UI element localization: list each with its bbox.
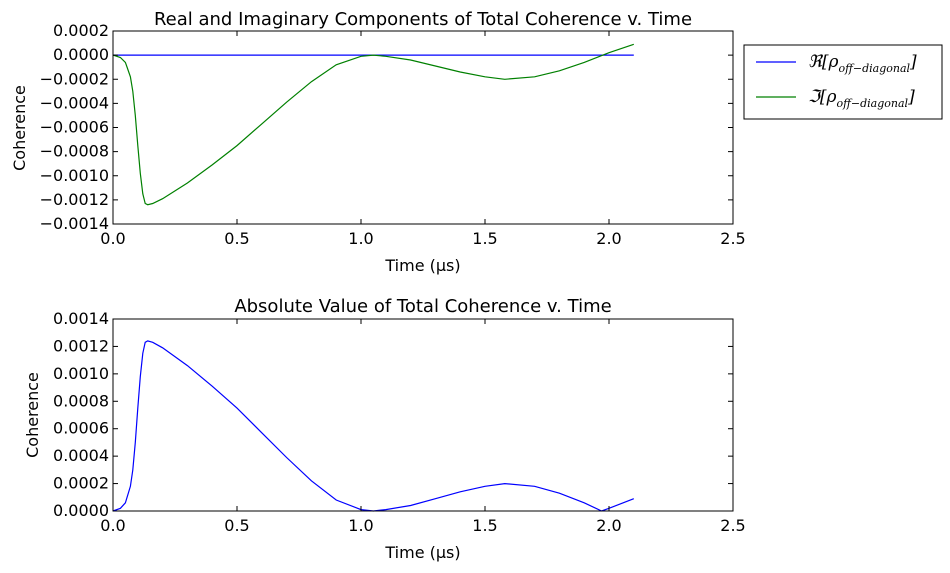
top-y-tick-label: 0.0000 — [53, 45, 109, 64]
bottom-chart-title: Absolute Value of Total Coherence v. Tim… — [234, 296, 611, 317]
bottom-series-line-0 — [112, 340, 635, 512]
top-x-tick-label: 2.5 — [720, 229, 745, 248]
top-y-tick-label: 0.0002 — [53, 21, 109, 40]
top-x-axis-label: Time (μs) — [384, 256, 460, 275]
bottom-x-axis-label: Time (μs) — [384, 543, 460, 562]
top-y-tick-label: −0.0006 — [40, 118, 109, 137]
legend: ℜ[ρoff−diagonal] ℑ[ρoff−diagonal] — [743, 44, 943, 120]
top-x-tick-label: 1.0 — [348, 229, 373, 248]
top-x-tick-label: 0.0 — [100, 229, 125, 248]
bottom-y-tick-label: 0.0008 — [53, 391, 109, 410]
bottom-ticks-group: 0.0 0.5 1.0 1.5 2.0 2.5 0.0000 0.0002 0.0004 0.00… — [53, 309, 746, 535]
bottom-y-tick-label: 0.0002 — [53, 474, 109, 493]
bottom-y-axis-label: Coherence — [23, 372, 42, 458]
bottom-x-tick-label: 2.5 — [720, 516, 745, 535]
bottom-series-group — [112, 340, 635, 512]
legend-real-label: ℜ[ρoff−diagonal] — [808, 52, 917, 75]
top-x-tick-label: 0.5 — [224, 229, 249, 248]
top-y-tick-label: −0.0008 — [40, 142, 109, 161]
top-y-tick-label: −0.0010 — [40, 166, 109, 185]
bottom-x-tick-label: 0.5 — [224, 516, 249, 535]
top-y-tick-label: −0.0004 — [40, 93, 109, 112]
top-x-tick-label: 2.0 — [596, 229, 621, 248]
top-plot-frame — [112, 30, 734, 225]
top-y-tick-label: −0.0014 — [40, 214, 109, 233]
bottom-x-tick-label: 1.5 — [472, 516, 497, 535]
bottom-x-tick-label: 2.0 — [596, 516, 621, 535]
bottom-y-tick-label: 0.0000 — [53, 501, 109, 520]
top-series-line-1 — [112, 43, 634, 206]
bottom-subplot: Absolute Value of Total Coherence v. Tim… — [23, 296, 746, 562]
bottom-y-tick-label: 0.0014 — [53, 309, 109, 328]
top-ticks-group: 0.0 0.5 1.0 1.5 2.0 2.5 −0.0014 −0.0012 −0.0010 −… — [40, 21, 746, 248]
top-subplot: Real and Imaginary Components of Total C… — [10, 9, 746, 275]
bottom-x-tick-label: 1.0 — [348, 516, 373, 535]
bottom-x-tick-label: 0.0 — [100, 516, 125, 535]
top-chart-title: Real and Imaginary Components of Total C… — [154, 9, 692, 30]
top-y-tick-label: −0.0012 — [40, 190, 109, 209]
top-x-tick-label: 1.5 — [472, 229, 497, 248]
bottom-plot-frame — [112, 318, 734, 512]
bottom-y-tick-label: 0.0004 — [53, 446, 109, 465]
top-y-axis-label: Coherence — [10, 85, 29, 171]
bottom-y-tick-label: 0.0010 — [53, 364, 109, 383]
legend-imag-label: ℑ[ρoff−diagonal] — [808, 87, 915, 110]
bottom-y-tick-label: 0.0012 — [53, 336, 109, 355]
top-series-group — [112, 43, 634, 206]
bottom-y-tick-label: 0.0006 — [53, 419, 109, 438]
legend-frame — [743, 44, 943, 120]
top-y-tick-label: −0.0002 — [40, 69, 109, 88]
